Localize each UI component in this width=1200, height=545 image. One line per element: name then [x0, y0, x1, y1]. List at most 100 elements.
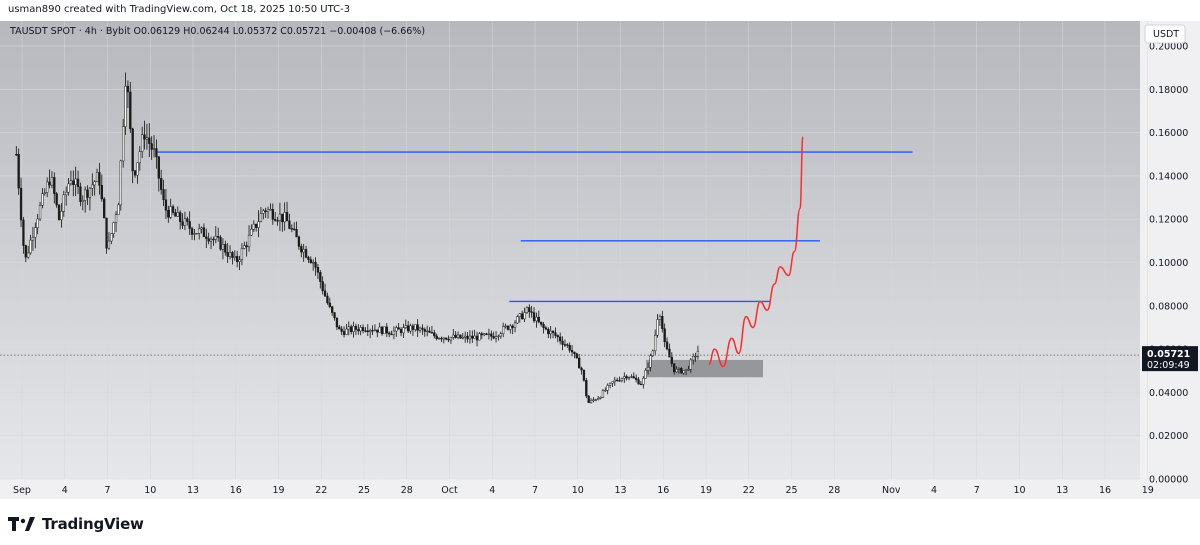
time-tick-label: 7	[532, 485, 538, 496]
candle-body	[525, 307, 529, 313]
candle-body	[55, 193, 58, 206]
price-chart[interactable]: 0.20000 0.18000 0.16000 0.14000 0.12000 0.100…	[0, 21, 1200, 499]
candle-body	[369, 330, 372, 333]
candle-body	[245, 245, 248, 248]
time-axis: Sep 4 7 10 13 16 19 22 25 28 Oct 4 7 10 13 16 19 22 25 28 No…	[13, 485, 1154, 496]
candle-body	[537, 316, 540, 323]
candle-body	[316, 267, 320, 273]
candle-body	[518, 313, 521, 317]
time-tick-label: Oct	[441, 485, 458, 496]
tradingview-logo[interactable]: TradingView	[8, 513, 144, 535]
candle-body	[22, 219, 25, 246]
candle-body	[449, 336, 453, 341]
candle-body	[388, 332, 391, 335]
candle-body	[331, 306, 334, 313]
candle-body	[321, 281, 324, 292]
candle-body	[217, 235, 220, 238]
candle-body	[285, 212, 289, 222]
candle-body	[668, 348, 671, 358]
candle-body	[483, 333, 486, 336]
candle-body	[364, 330, 367, 332]
candle-body	[264, 210, 267, 212]
time-tick-label: 10	[572, 485, 584, 496]
candle-body	[696, 350, 700, 357]
candle-body	[684, 369, 688, 371]
candle-body	[74, 178, 77, 185]
candle-body	[487, 333, 491, 335]
candle-body	[644, 369, 647, 379]
candle-body	[62, 194, 65, 212]
time-tick-label: 25	[358, 485, 370, 496]
candle-body	[226, 252, 229, 257]
candle-body	[430, 332, 434, 334]
candle-body	[513, 322, 517, 328]
candle-body	[568, 345, 571, 351]
candle-body	[366, 330, 369, 333]
candle-body	[426, 330, 429, 333]
candle-body	[27, 252, 30, 258]
candle-body	[53, 177, 56, 194]
candle-body	[57, 204, 61, 221]
time-tick-label: 16	[230, 485, 242, 496]
candle-body	[110, 233, 113, 242]
candle-body	[342, 331, 346, 335]
candle-body	[390, 333, 393, 336]
candle-body	[183, 218, 187, 226]
candle-body	[651, 350, 654, 357]
candle-body	[65, 191, 68, 196]
candle-body	[435, 335, 438, 339]
candle-body	[475, 335, 479, 341]
time-tick-label: 4	[489, 485, 495, 496]
candle-body	[677, 367, 681, 370]
candle-body	[456, 334, 460, 338]
candle-body	[532, 312, 536, 322]
horizontal-levels	[157, 151, 913, 303]
candle-body	[17, 154, 20, 189]
candle-body	[516, 316, 519, 324]
candle-body	[409, 325, 412, 332]
candle-body	[252, 223, 255, 230]
candle-body	[347, 326, 350, 330]
candle-body	[38, 205, 42, 220]
price-tick-label: 0.00000	[1149, 475, 1188, 486]
candle-body	[48, 181, 51, 186]
candle-body	[312, 262, 315, 264]
candle-body	[485, 333, 488, 335]
candle-body	[399, 329, 403, 334]
candle-body	[262, 210, 265, 214]
candle-body	[131, 128, 134, 172]
currency-button[interactable]: USDT	[1144, 24, 1186, 44]
candle-body	[255, 223, 258, 228]
candle-body	[174, 212, 177, 217]
grid-lines	[0, 21, 1148, 480]
demand-zone-box	[646, 359, 763, 378]
candle-body	[41, 193, 44, 206]
candle-body	[323, 290, 327, 297]
candle-body	[190, 228, 194, 235]
bar-countdown: 02:09:49	[1147, 360, 1190, 371]
candle-body	[236, 256, 239, 262]
candle-body	[133, 170, 137, 176]
candle-body	[604, 390, 607, 392]
candle-body	[632, 376, 635, 379]
candle-body	[243, 245, 246, 249]
chart-frame[interactable]: 0.20000 0.18000 0.16000 0.14000 0.12000 0.100…	[0, 21, 1200, 499]
time-tick-label: 4	[931, 485, 937, 496]
candle-body	[656, 319, 659, 336]
time-tick-label: 25	[785, 485, 797, 496]
candle-body	[195, 233, 198, 235]
candle-body	[122, 126, 125, 162]
time-tick-label: 19	[1142, 485, 1154, 496]
candle-body	[447, 338, 450, 341]
candle-body	[288, 220, 291, 229]
candle-body	[24, 245, 27, 258]
time-tick-label: 28	[828, 485, 840, 496]
candle-body	[623, 376, 626, 379]
candle-body	[452, 334, 455, 338]
candle-body	[582, 369, 586, 381]
candle-body	[274, 219, 277, 221]
candle-body	[616, 379, 619, 382]
candle-body	[95, 172, 99, 183]
candle-body	[359, 327, 362, 332]
candle-body	[138, 151, 141, 164]
